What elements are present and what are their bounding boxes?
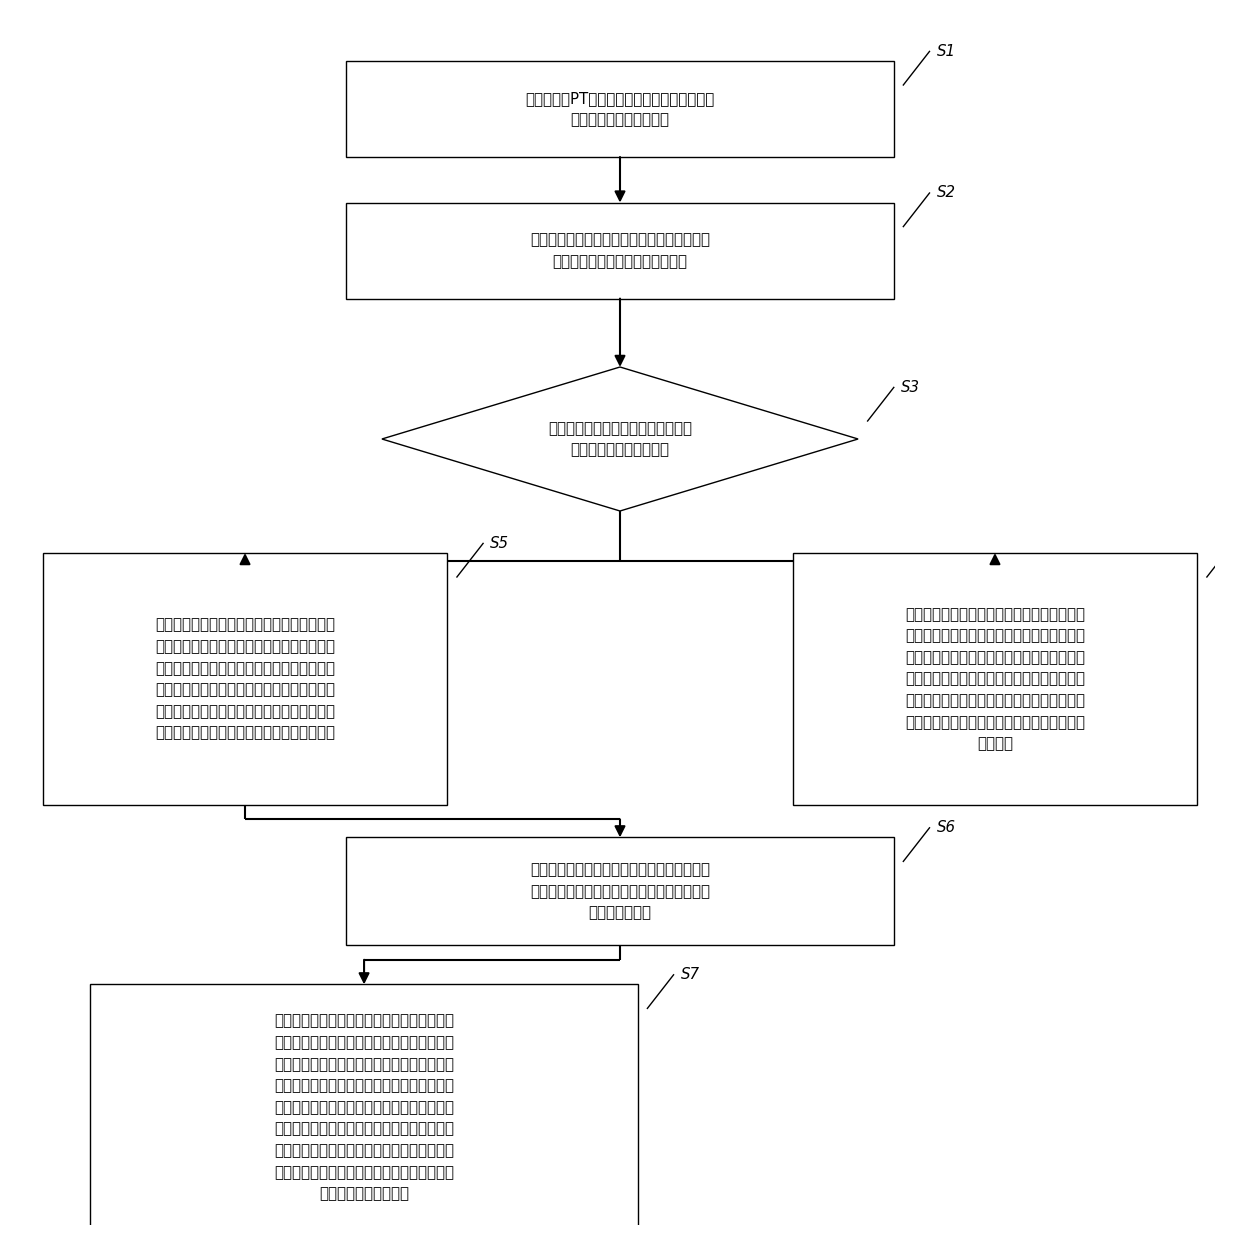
Text: S5: S5 [490,536,510,551]
Text: 比对和分析所记录的各馈出线路电缆
的零序电容电流的测试值: 比对和分析所记录的各馈出线路电缆 的零序电容电流的测试值 [548,421,692,457]
Polygon shape [382,368,858,511]
Text: 根据母线的PT电压指示值，分析确定所述母线
有馈出线路发生接地故障: 根据母线的PT电压指示值，分析确定所述母线 有馈出线路发生接地故障 [526,91,714,128]
FancyBboxPatch shape [42,552,448,805]
FancyBboxPatch shape [91,985,637,1230]
Text: 比对和分析所记录的调整供电运行方式之前所
确定的有接地故障的母线的各馈出线路电缆的
零序电容电流的测试值，当有馈出线路电缆的
零序电容电流值与调整供电运行方式之: 比对和分析所记录的调整供电运行方式之前所 确定的有接地故障的母线的各馈出线路电缆… [274,1014,454,1201]
Text: 再次分别测试调整供电运行方式之前所确定的
有接地故障的母线的各馈出线路电缆的零序电
容电流，并记录: 再次分别测试调整供电运行方式之前所确定的 有接地故障的母线的各馈出线路电缆的零序… [529,862,711,920]
Text: 分别测试所确定的有接地故障的母线的各馈出
线路电缆的零序电容电流，并记录: 分别测试所确定的有接地故障的母线的各馈出 线路电缆的零序电容电流，并记录 [529,232,711,269]
FancyBboxPatch shape [346,838,894,945]
Text: S7: S7 [681,968,699,982]
FancyBboxPatch shape [792,552,1198,805]
Text: 当比对和分析的结果为所述母线有馈出线路电
缆的零序电容电流值均大于其余各馈出线路电
缆的零序电容电流值并且与其余各馈出线路电
缆的零序电容电流值之和的差超过设定: 当比对和分析的结果为所述母线有馈出线路电 缆的零序电容电流值均大于其余各馈出线路… [155,618,335,740]
Text: S2: S2 [936,185,956,200]
Text: S3: S3 [901,380,920,395]
Text: 当所确定的有接地故障的母线有馈出线路电缆
的零序电容电流值均大于其余各馈出线路电缆
的零序电容电流值且与其余各馈出线路电缆的
零序电容电流值之和的差不超过设定的: 当所确定的有接地故障的母线有馈出线路电缆 的零序电容电流值均大于其余各馈出线路电… [905,606,1085,751]
FancyBboxPatch shape [346,202,894,299]
Text: S1: S1 [936,44,956,59]
FancyBboxPatch shape [346,61,894,158]
Text: S6: S6 [936,820,956,835]
